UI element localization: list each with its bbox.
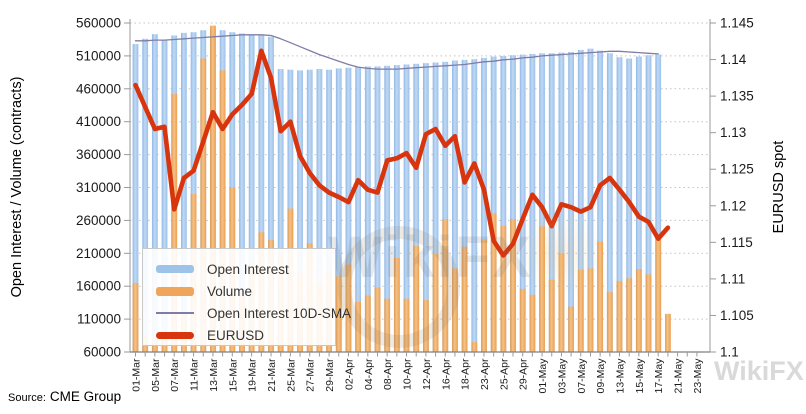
svg-text:160000: 160000 xyxy=(76,279,121,294)
source-note: Source: CME Group xyxy=(8,388,121,406)
sma-line-swatch-icon xyxy=(156,312,194,314)
svg-text:11-Mar: 11-Mar xyxy=(189,358,201,391)
svg-text:15-May: 15-May xyxy=(634,358,646,394)
svg-text:1.12: 1.12 xyxy=(720,198,746,213)
volume-swatch-icon xyxy=(156,286,194,296)
svg-text:310000: 310000 xyxy=(76,180,121,195)
x-axis-ticks: 01-Mar 05-Mar 07-Mar 11-Mar 13-Mar 15-Mar 19-M… xyxy=(131,352,704,394)
legend-item-volume: Volume xyxy=(156,280,335,302)
svg-text:21-May: 21-May xyxy=(673,358,685,394)
svg-text:1.135: 1.135 xyxy=(720,89,754,104)
legend-label: Volume xyxy=(207,283,253,299)
svg-text:13-Mar: 13-Mar xyxy=(208,358,220,392)
svg-text:1.125: 1.125 xyxy=(720,162,754,177)
svg-text:27-Mar: 27-Mar xyxy=(305,358,317,392)
source-prefix: Source: xyxy=(8,392,46,404)
left-axis-title: Open Interest / Volume (contracts) xyxy=(9,76,25,298)
svg-text:17-May: 17-May xyxy=(653,358,665,394)
svg-text:18-Apr: 18-Apr xyxy=(460,358,472,390)
svg-text:12-Apr: 12-Apr xyxy=(421,358,433,390)
svg-text:21-Mar: 21-Mar xyxy=(266,358,278,392)
svg-text:360000: 360000 xyxy=(76,147,121,162)
svg-text:1.1: 1.1 xyxy=(720,345,739,360)
svg-text:1.115: 1.115 xyxy=(720,235,753,250)
legend-label: EURUSD xyxy=(207,327,265,343)
svg-text:01-May: 01-May xyxy=(537,358,549,394)
svg-text:23-Apr: 23-Apr xyxy=(479,358,491,390)
svg-text:510000: 510000 xyxy=(76,48,121,63)
eurusd-line xyxy=(133,48,671,258)
left-axis-ticks: 560000 510000 460000 410000 360000 310000 2600… xyxy=(76,16,130,360)
svg-text:1.11: 1.11 xyxy=(720,271,745,286)
svg-text:260000: 260000 xyxy=(76,213,121,228)
svg-text:16-Apr: 16-Apr xyxy=(440,358,452,390)
right-axis-title: EURUSD spot xyxy=(771,140,787,234)
svg-text:04-Apr: 04-Apr xyxy=(363,358,375,390)
svg-text:07-May: 07-May xyxy=(576,358,588,394)
axes xyxy=(129,19,711,353)
legend-item-oi-sma: Open Interest 10D-SMA xyxy=(156,302,351,324)
svg-text:460000: 460000 xyxy=(76,81,121,96)
svg-text:1.13: 1.13 xyxy=(720,125,746,140)
svg-text:10-Apr: 10-Apr xyxy=(402,358,414,390)
eurusd-line-swatch-icon xyxy=(156,331,194,339)
svg-text:15-Mar: 15-Mar xyxy=(227,358,239,392)
svg-text:19-Mar: 19-Mar xyxy=(247,358,259,392)
open-interest-swatch-icon xyxy=(156,265,194,273)
legend-item-eurusd: EURUSD xyxy=(156,324,335,346)
svg-text:29-Apr: 29-Apr xyxy=(518,358,530,390)
oi-sma-line xyxy=(134,34,659,70)
legend-label: Open Interest 10D-SMA xyxy=(207,305,352,321)
svg-text:02-Apr: 02-Apr xyxy=(343,358,355,390)
svg-text:1.105: 1.105 xyxy=(720,308,754,323)
svg-text:13-May: 13-May xyxy=(615,358,627,394)
svg-text:07-Mar: 07-Mar xyxy=(169,358,181,392)
legend: Open Interest Volume Open Interest 10D-S… xyxy=(142,248,351,346)
legend-label: Open Interest xyxy=(207,261,289,277)
legend-item-open-interest: Open Interest xyxy=(156,258,335,280)
open-interest-bars xyxy=(132,28,662,353)
svg-text:03-May: 03-May xyxy=(556,358,568,394)
svg-text:29-Mar: 29-Mar xyxy=(324,358,336,392)
svg-text:60000: 60000 xyxy=(83,345,121,360)
svg-text:23-May: 23-May xyxy=(692,358,704,394)
svg-text:560000: 560000 xyxy=(76,16,121,31)
source-text: CME Group xyxy=(49,389,122,404)
svg-text:25-Mar: 25-Mar xyxy=(285,358,297,392)
svg-text:110000: 110000 xyxy=(77,312,121,327)
svg-text:1.145: 1.145 xyxy=(720,16,754,31)
svg-text:01-Mar: 01-Mar xyxy=(131,358,143,392)
svg-text:08-Apr: 08-Apr xyxy=(382,358,394,390)
svg-text:1.14: 1.14 xyxy=(720,52,747,67)
svg-text:25-Apr: 25-Apr xyxy=(498,358,510,390)
svg-text:09-May: 09-May xyxy=(595,358,607,394)
right-axis-ticks: 1.145 1.14 1.135 1.13 1.125 1.12 1.115 1.11 1.10… xyxy=(710,16,754,360)
svg-text:410000: 410000 xyxy=(76,114,121,129)
svg-text:05-Mar: 05-Mar xyxy=(150,358,162,392)
svg-text:210000: 210000 xyxy=(76,246,121,261)
